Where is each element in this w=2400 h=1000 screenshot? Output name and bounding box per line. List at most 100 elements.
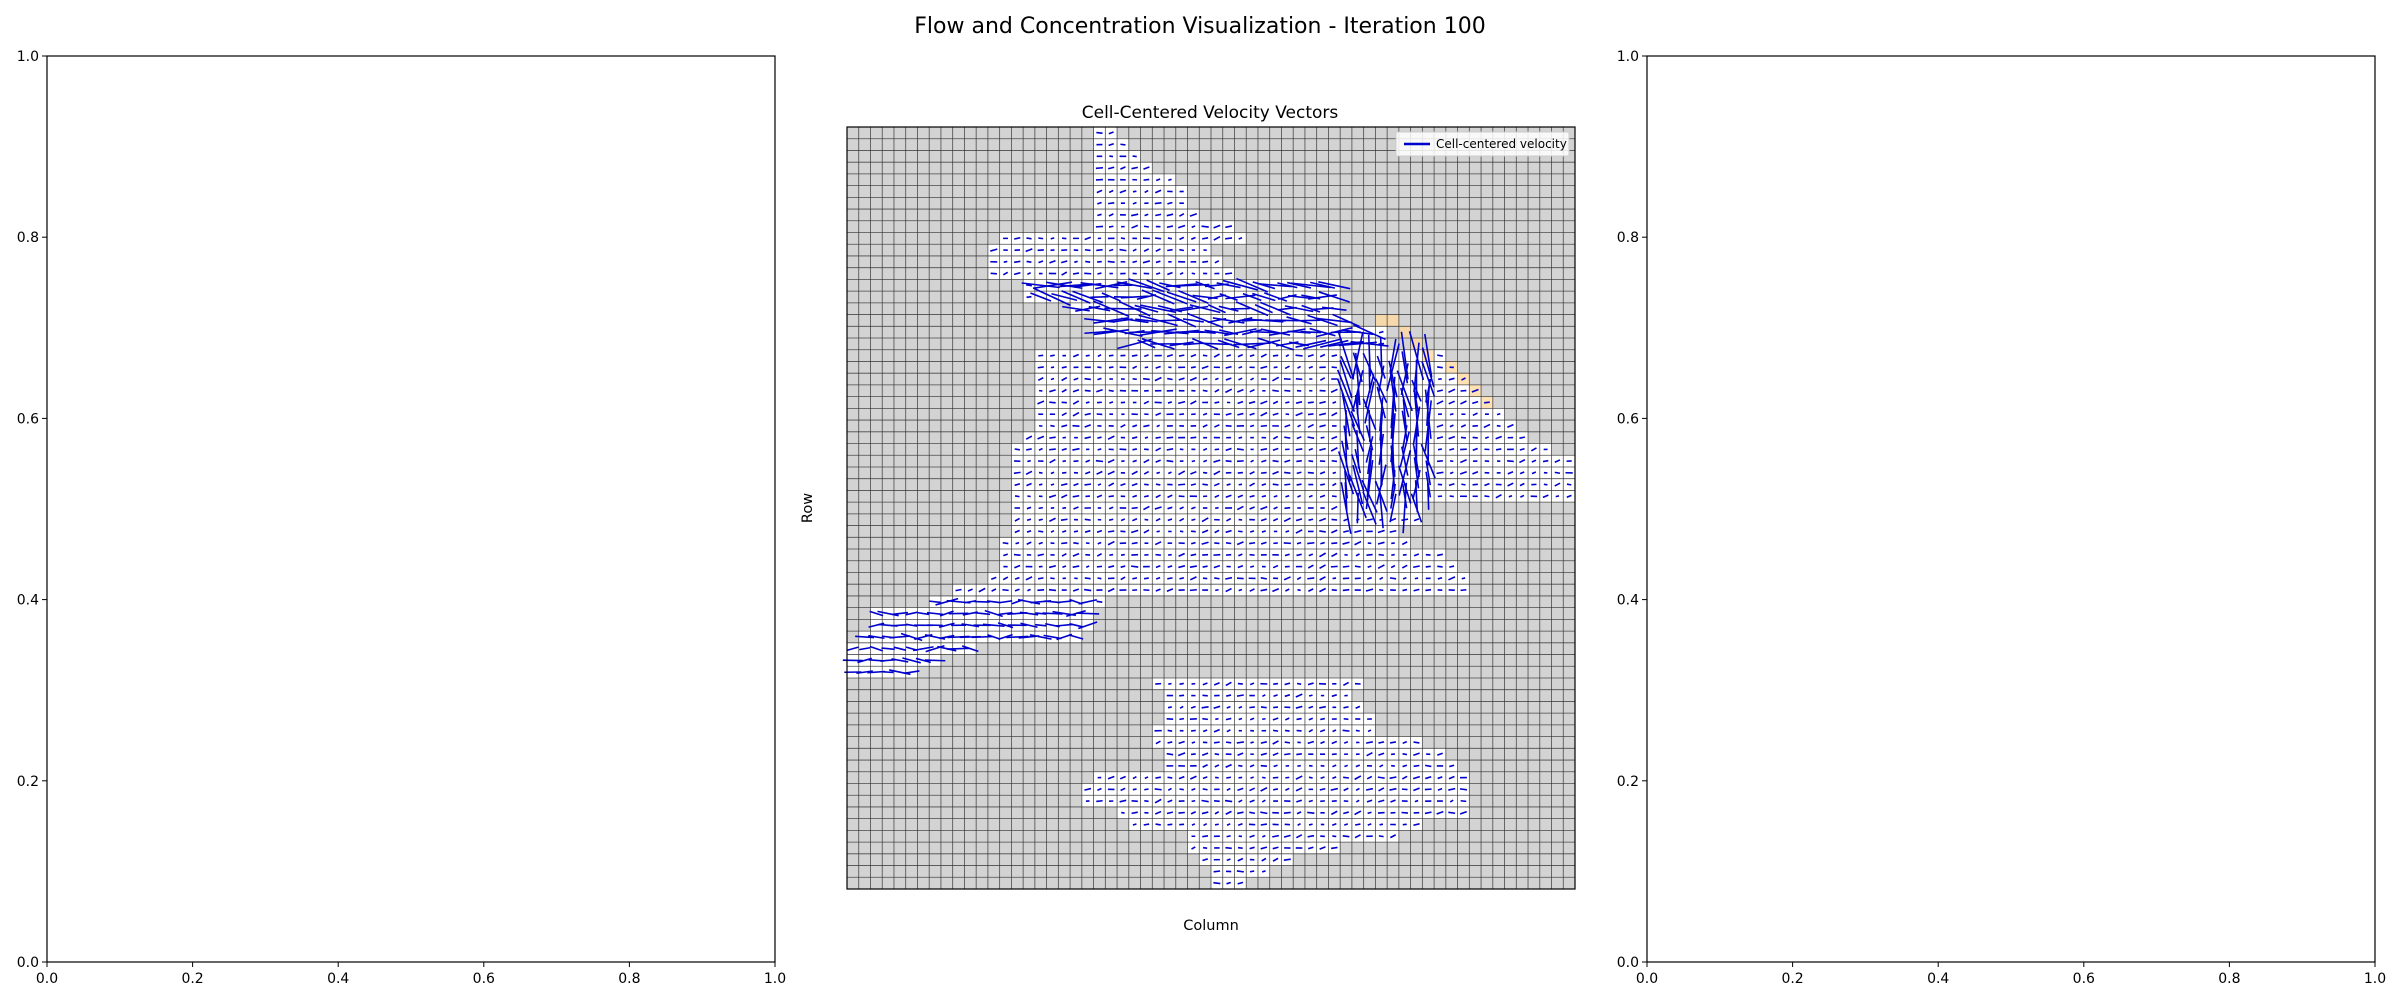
velocity-vector (1225, 587, 1232, 593)
velocity-vector (1096, 600, 1103, 604)
velocity-vector (1401, 351, 1409, 384)
velocity-vector (1272, 857, 1279, 862)
velocity-vector (1262, 776, 1266, 779)
velocity-vector (1213, 235, 1221, 241)
velocity-vector (1320, 776, 1325, 779)
velocity-vector (1297, 365, 1302, 369)
velocity-vector (1249, 424, 1255, 428)
velocity-vector (1260, 588, 1268, 592)
velocity-vector (1484, 482, 1490, 487)
velocity-vector (1402, 588, 1408, 592)
velocity-vector (1121, 811, 1125, 814)
velocity-vector (1190, 729, 1196, 732)
velocity-vector (1183, 342, 1204, 346)
velocity-vector (1307, 401, 1314, 404)
velocity-vector (1072, 272, 1080, 275)
velocity-vector (1260, 365, 1268, 369)
velocity-vector (1531, 471, 1537, 475)
velocity-vector (1202, 412, 1208, 416)
velocity-vector (1120, 483, 1126, 487)
velocity-vector (1084, 483, 1092, 486)
velocity-vector (1249, 530, 1255, 533)
velocity-vector (1354, 834, 1361, 839)
velocity-vector (1236, 505, 1244, 511)
velocity-vector (1190, 236, 1196, 241)
velocity-vector (1132, 518, 1138, 522)
velocity-vector (1250, 565, 1255, 568)
velocity-vector (955, 588, 962, 592)
velocity-vector (1237, 353, 1244, 358)
velocity-vector (1014, 564, 1021, 569)
velocity-vector (1085, 260, 1091, 264)
velocity-vector (1332, 729, 1337, 733)
velocity-vector (1085, 401, 1090, 404)
velocity-vector (1026, 260, 1032, 264)
velocity-vector (1249, 541, 1256, 545)
velocity-vector (1495, 494, 1502, 499)
velocity-vector (1177, 752, 1186, 757)
velocity-vector (1296, 460, 1302, 463)
velocity-vector (1120, 787, 1126, 792)
velocity-vector (998, 611, 1013, 616)
velocity-vector (1332, 482, 1337, 487)
velocity-vector (1026, 284, 1032, 287)
velocity-vector (1249, 388, 1255, 393)
velocity-vector (1108, 495, 1114, 498)
velocity-vector (1019, 611, 1039, 616)
velocity-vector (1401, 775, 1408, 780)
velocity-vector (1448, 482, 1455, 487)
velocity-vector (1177, 289, 1209, 305)
velocity-vector (1225, 447, 1232, 452)
velocity-vector (1166, 811, 1174, 815)
velocity-vector (1119, 775, 1126, 780)
velocity-vector (1155, 553, 1161, 556)
velocity-vector (1155, 248, 1161, 252)
velocity-vector (1366, 448, 1373, 498)
velocity-vector (1319, 729, 1326, 733)
velocity-vector (967, 588, 973, 592)
velocity-vector (1191, 741, 1196, 744)
velocity-vector (1379, 588, 1384, 592)
velocity-vector (1213, 881, 1221, 885)
velocity-vector (1117, 281, 1153, 290)
velocity-vector (1336, 369, 1356, 412)
velocity-vector (1226, 694, 1232, 697)
velocity-vector (1437, 354, 1443, 357)
velocity-vector (1097, 483, 1102, 486)
velocity-vector (1378, 330, 1384, 334)
velocity-vector (1050, 424, 1055, 428)
velocity-vector (1156, 471, 1161, 475)
velocity-vector (1073, 377, 1079, 381)
velocity-axes-frame (846, 126, 1576, 890)
velocity-vector (1226, 787, 1231, 791)
velocity-vector (1237, 564, 1244, 569)
velocity-vector (1331, 459, 1338, 463)
velocity-vector (1108, 518, 1114, 521)
velocity-vector (1296, 541, 1302, 545)
velocity-vector (1225, 365, 1232, 369)
velocity-vector (1048, 564, 1057, 569)
velocity-vector (1413, 457, 1420, 489)
velocity-vector (1555, 495, 1560, 498)
velocity-vector (1025, 435, 1033, 440)
velocity-vector (1084, 248, 1091, 252)
velocity-vector (1038, 471, 1043, 474)
velocity-vector (1260, 541, 1267, 545)
velocity-vector (1343, 787, 1349, 792)
velocity-vector (1449, 413, 1454, 416)
velocity-vector (1226, 483, 1231, 486)
velocity-vector (1389, 776, 1397, 780)
velocity-vector (1037, 577, 1044, 580)
velocity-vector (1062, 506, 1067, 510)
velocity-vector (1398, 449, 1412, 496)
velocity-vector (1119, 799, 1127, 803)
velocity-vector (1189, 576, 1197, 581)
velocity-vector (1301, 304, 1321, 313)
velocity-vectors (842, 131, 1573, 885)
velocity-vector (1295, 787, 1303, 792)
velocity-vector (1143, 400, 1150, 405)
velocity-vector (1065, 609, 1086, 618)
velocity-vector (1107, 435, 1115, 440)
velocity-vector (1154, 506, 1162, 510)
velocity-vector (1002, 576, 1009, 581)
